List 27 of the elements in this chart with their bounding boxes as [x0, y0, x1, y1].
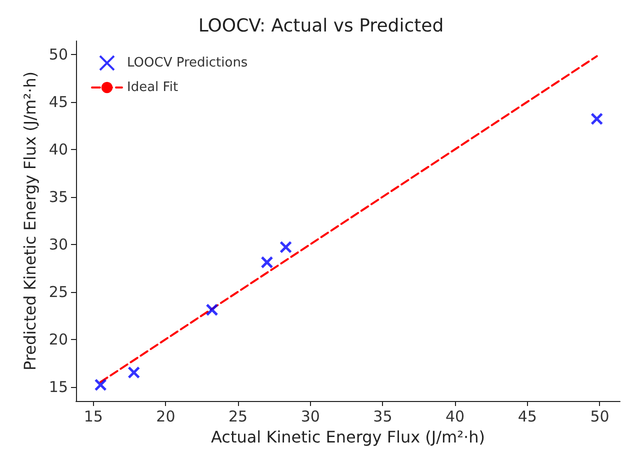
point [94, 378, 107, 392]
y-tick-label: 40 [48, 140, 68, 158]
point [280, 240, 292, 254]
point [590, 112, 604, 126]
y-tick-label: 45 [48, 92, 68, 111]
chart-title: LOOCV: Actual vs Predicted [198, 16, 444, 36]
x-tick-label: 20 [156, 408, 176, 426]
x-tick-label: 50 [590, 408, 610, 426]
point [206, 304, 218, 316]
x-tick-label: 40 [446, 408, 465, 426]
y-tick-label: 25 [48, 282, 68, 301]
x-tick-label: 30 [300, 408, 320, 426]
y-tick-label: 30 [48, 235, 68, 254]
x-tick-label: 15 [84, 408, 103, 426]
y-tick-label: 20 [48, 330, 68, 348]
x-tick-label: 35 [373, 408, 392, 426]
x-axis-title: Actual Kinetic Energy Flux (J/m²·h) [211, 428, 485, 446]
y-tick-label: 15 [48, 378, 68, 396]
point [260, 256, 274, 269]
y-tick-label: 50 [48, 45, 68, 64]
x-tick-label: 45 [518, 408, 537, 426]
legend-label: LOOCV Predictions [127, 56, 248, 70]
legend-label: Ideal Fit [127, 80, 178, 95]
x-tick-label: 25 [228, 408, 248, 426]
y-axis-title: Predicted Kinetic Energy Flux (J/m²·h) [20, 72, 40, 370]
point [128, 366, 140, 379]
y-tick-label: 35 [48, 188, 68, 206]
